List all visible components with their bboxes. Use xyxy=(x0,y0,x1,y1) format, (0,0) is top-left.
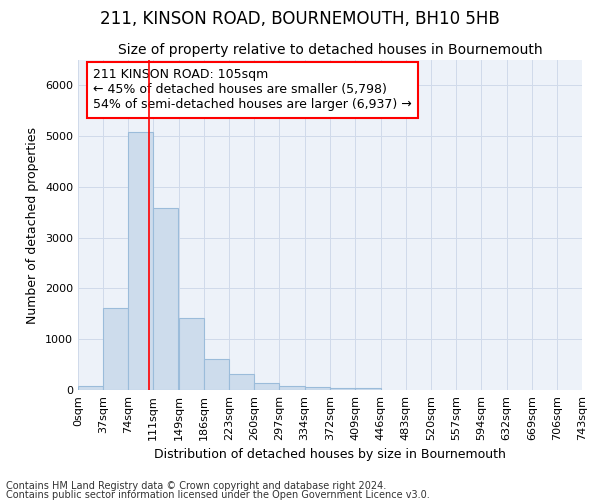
Title: Size of property relative to detached houses in Bournemouth: Size of property relative to detached ho… xyxy=(118,44,542,58)
Bar xyxy=(153,208,178,390)
Text: Contains public sector information licensed under the Open Government Licence v3: Contains public sector information licen… xyxy=(6,490,430,500)
Bar xyxy=(128,132,153,390)
Text: 211, KINSON ROAD, BOURNEMOUTH, BH10 5HB: 211, KINSON ROAD, BOURNEMOUTH, BH10 5HB xyxy=(100,10,500,28)
Bar xyxy=(305,387,329,390)
Bar xyxy=(103,308,128,390)
Bar xyxy=(78,386,103,390)
X-axis label: Distribution of detached houses by size in Bournemouth: Distribution of detached houses by size … xyxy=(154,448,506,462)
Bar xyxy=(355,388,380,390)
Bar xyxy=(204,358,229,390)
Bar xyxy=(280,386,305,390)
Bar xyxy=(331,388,355,390)
Bar xyxy=(179,318,204,390)
Y-axis label: Number of detached properties: Number of detached properties xyxy=(26,126,40,324)
Text: 211 KINSON ROAD: 105sqm
← 45% of detached houses are smaller (5,798)
54% of semi: 211 KINSON ROAD: 105sqm ← 45% of detache… xyxy=(93,68,412,112)
Bar xyxy=(229,374,254,390)
Text: Contains HM Land Registry data © Crown copyright and database right 2024.: Contains HM Land Registry data © Crown c… xyxy=(6,481,386,491)
Bar xyxy=(254,383,280,390)
